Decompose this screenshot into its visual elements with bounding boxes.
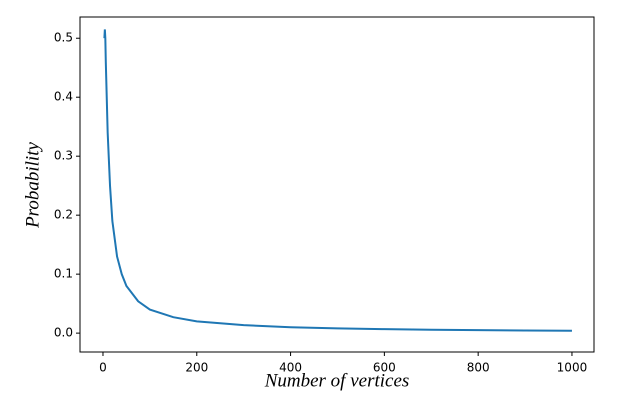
- y-tick-label: 0.4: [54, 90, 73, 104]
- x-tick-label: 200: [185, 361, 208, 375]
- y-tick-label: 0.3: [54, 149, 73, 163]
- x-tick-label: 1000: [557, 361, 588, 375]
- x-tick-label: 400: [279, 361, 302, 375]
- x-axis-title: Number of vertices: [264, 370, 410, 391]
- y-tick-label: 0.5: [54, 31, 73, 45]
- x-tick-label: 800: [467, 361, 490, 375]
- line: [103, 29, 572, 332]
- y-tick-label: 0.2: [54, 208, 73, 222]
- y-tick-label: 0.0: [54, 326, 73, 340]
- y-axis-title: Probability: [22, 142, 43, 229]
- plot-frame: [79, 16, 595, 353]
- x-tick-label: 600: [373, 361, 396, 375]
- y-tick-label: 0.1: [54, 267, 73, 281]
- x-tick-label: 0: [99, 361, 107, 375]
